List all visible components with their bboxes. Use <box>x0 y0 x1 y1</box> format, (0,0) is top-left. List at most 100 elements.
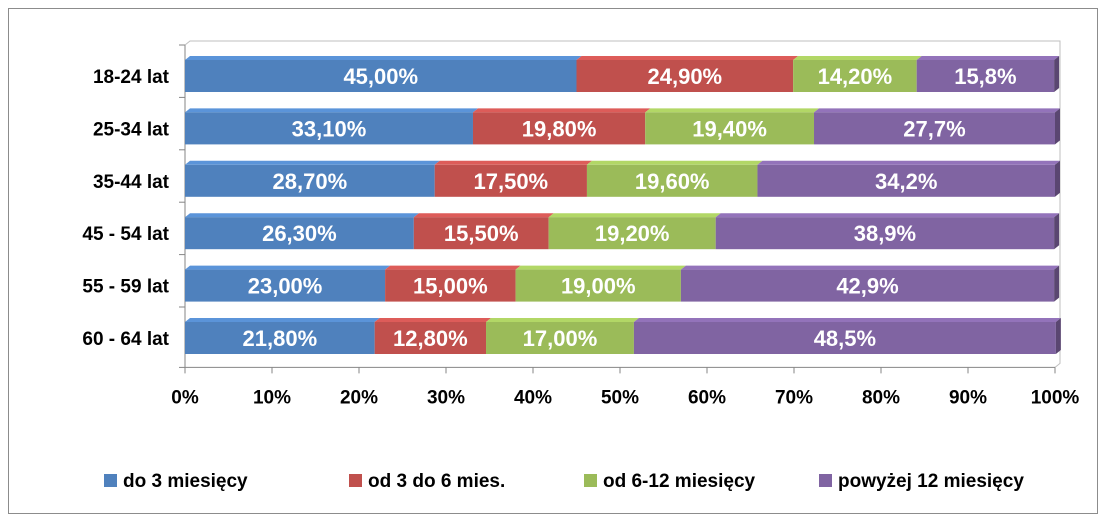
bar-segment <box>916 60 1055 92</box>
data-label: 19,00% <box>561 274 636 299</box>
bar-segment-top <box>548 213 721 218</box>
legend-entry: powyżej 12 miesięcy <box>838 471 1024 492</box>
bar-segment <box>385 269 516 302</box>
bar-segment-side <box>1055 160 1060 197</box>
legend-entry: do 3 miesięcy <box>123 471 248 492</box>
data-label: 24,90% <box>648 64 723 89</box>
bar-segment <box>472 112 646 145</box>
data-label: 48,5% <box>814 326 876 351</box>
data-label: 17,50% <box>474 169 549 194</box>
bar-segment <box>548 217 716 250</box>
data-label: 15,00% <box>413 274 488 299</box>
data-label: 19,60% <box>635 169 710 194</box>
data-label: 42,9% <box>836 274 898 299</box>
bar-segment <box>185 112 473 145</box>
bar-segment-top <box>413 213 554 218</box>
bar-segment <box>680 269 1055 302</box>
bar-segment-top <box>185 213 419 218</box>
bar-segment-top <box>385 265 521 270</box>
bar-segment <box>576 60 794 92</box>
bar-segment-top <box>472 108 651 113</box>
value-tick-label: 10% <box>253 387 291 408</box>
bar-segment <box>185 322 375 354</box>
data-label: 15,8% <box>954 64 1016 89</box>
value-tick-label: 50% <box>601 387 639 408</box>
bar-segment-side <box>1054 56 1060 92</box>
bar-segment-top <box>586 160 763 165</box>
bar-segment <box>515 269 681 302</box>
bar-segment-side <box>1054 265 1060 302</box>
data-label: 14,20% <box>818 64 893 89</box>
data-label: 21,80% <box>243 326 318 351</box>
bar-segment <box>434 164 587 197</box>
bar-segment-side <box>1055 318 1061 354</box>
data-label: 28,70% <box>273 169 348 194</box>
bar-segment-side <box>1055 108 1060 145</box>
bar-segment <box>486 322 634 354</box>
bar-segment-top <box>757 160 1060 165</box>
legend-entry: od 6-12 miesięcy <box>603 471 756 492</box>
value-tick-label: 60% <box>688 387 726 408</box>
data-label: 23,00% <box>248 274 323 299</box>
category-label: 18-24 lat <box>93 67 170 88</box>
data-label: 33,10% <box>292 116 367 141</box>
data-label: 27,7% <box>903 116 965 141</box>
bar-segment-top <box>715 213 1060 218</box>
data-label: 19,80% <box>522 116 597 141</box>
legend-swatch <box>349 474 362 487</box>
value-tick-label: 40% <box>514 387 552 408</box>
bar-segment <box>185 164 435 197</box>
bar-segment <box>185 217 414 250</box>
bar-segment-top <box>793 56 922 60</box>
data-label: 15,50% <box>444 221 519 246</box>
bar-segment-top <box>680 265 1060 270</box>
bar-segment <box>633 322 1056 354</box>
value-tick-label: 70% <box>775 387 813 408</box>
bar-segment-top <box>374 318 492 322</box>
bar-segment <box>413 217 549 250</box>
data-label: 38,9% <box>854 221 916 246</box>
bar-segment <box>586 164 758 197</box>
bar-segment <box>757 164 1055 197</box>
stacked-bar-chart: 18-24 lat 25-34 lat 35-44 lat 45 - 54 lat 55… <box>82 40 1080 492</box>
bar-segment <box>374 322 487 354</box>
bar-segment-top <box>486 318 639 322</box>
value-tick-label: 20% <box>340 387 378 408</box>
bar-segment <box>185 60 577 92</box>
value-tick-label: 100% <box>1031 387 1080 408</box>
data-label: 17,00% <box>523 326 598 351</box>
bar-segment-top <box>576 56 799 60</box>
value-tick-label: 0% <box>171 387 199 408</box>
data-label: 45,00% <box>343 64 418 89</box>
category-label: 45 - 54 lat <box>82 224 169 245</box>
data-label: 12,80% <box>393 326 468 351</box>
plot-back-wall <box>184 40 1061 368</box>
bar-segment-top <box>916 56 1060 60</box>
bar-segment-top <box>185 318 380 322</box>
bar-segment-top <box>185 56 582 60</box>
legend-entry: od 3 do 6 mies. <box>368 471 505 492</box>
bar-segment-top <box>645 108 820 113</box>
category-label: 25-34 lat <box>93 119 170 140</box>
value-tick-label: 90% <box>949 387 987 408</box>
bar-segment <box>814 112 1055 145</box>
bar-segment-top <box>633 318 1061 322</box>
category-label: 55 - 59 lat <box>82 277 169 298</box>
value-tick-label: 80% <box>862 387 900 408</box>
bar-segment-top <box>185 108 478 113</box>
data-label: 19,40% <box>692 116 767 141</box>
bar-segment-top <box>814 108 1060 113</box>
category-label: 60 - 64 lat <box>82 329 169 350</box>
bar-segment <box>645 112 815 145</box>
bar-segment-top <box>515 265 686 270</box>
data-label: 34,2% <box>875 169 937 194</box>
bar-segment <box>793 60 917 92</box>
legend-swatch <box>584 474 597 487</box>
bar-segment-top <box>434 160 592 165</box>
bar-segment-top <box>185 265 391 270</box>
bar-segment-side <box>1054 213 1060 250</box>
legend-swatch <box>819 474 832 487</box>
category-label: 35-44 lat <box>93 172 170 193</box>
legend-swatch <box>104 474 117 487</box>
bar-segment <box>715 217 1055 250</box>
